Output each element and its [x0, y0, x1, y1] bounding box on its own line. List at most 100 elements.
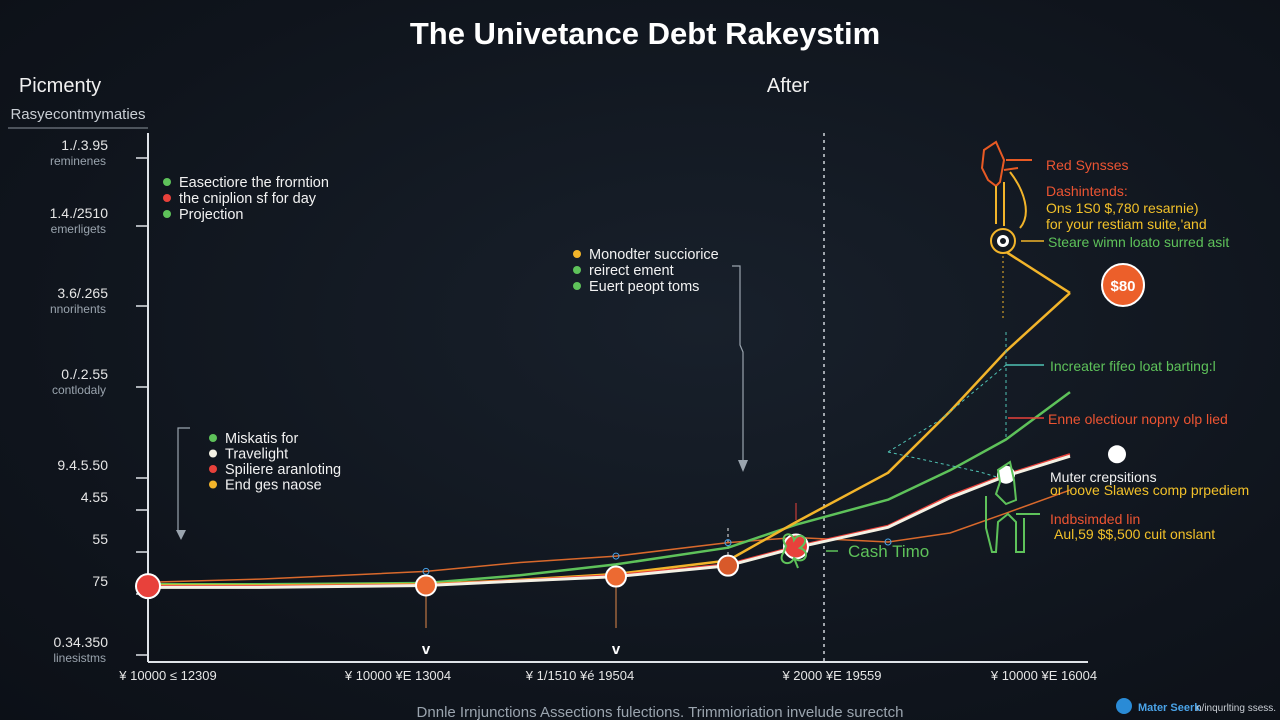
x-tick-label: ¥ 2000 ¥Е 19559 [781, 668, 881, 683]
legend-label: Projection [179, 207, 243, 223]
legend-item: the cniplion sf for day [163, 191, 317, 207]
x-marker: v [422, 641, 431, 658]
legend-swatch [163, 210, 171, 218]
annotation-ons-line: Ons 1S0 $,780 resarnie) [1046, 200, 1199, 216]
data-point [717, 554, 739, 577]
data-point [415, 574, 437, 597]
y-tick: 4.55 [81, 489, 148, 511]
legend-label: Easectiore the frorntion [179, 175, 329, 191]
y-tick-label: 3.6/.265 [57, 285, 108, 301]
x-tick-label: ¥ 1/1510 ¥é 19504 [525, 668, 634, 683]
annotation-cash: Cash Timo [848, 542, 929, 561]
value-badge-label: $80 [1110, 278, 1135, 295]
legend-swatch [573, 266, 581, 274]
annotation-for-your: for your restiam suite,'and [1046, 216, 1207, 232]
annotation-muter: Muter crepsitions [1050, 469, 1157, 485]
data-point [884, 538, 892, 546]
value-badge: $80 [1101, 263, 1145, 307]
watermark-strong: Mater Seerk [1138, 702, 1201, 714]
robot-doodle-icon [980, 140, 1032, 229]
legend-item: Euert peopt toms [573, 279, 699, 295]
legend-item: Miskatis for [209, 431, 298, 447]
chart-title: The Univetance Debt Rakeystim [410, 16, 880, 51]
y-tick-sublabel: reminenes [50, 154, 106, 168]
section-left-label: Picmenty [19, 75, 101, 97]
annotation-steare: Steare wimn loato surred asit [1048, 234, 1229, 250]
legend-label: Spiliere aranloting [225, 462, 341, 478]
x-tick-label: ¥ 10000 ¥Е 16004 [990, 668, 1097, 683]
right-annotations: Red Synsses Dashintends: Ons 1S0 $,780 r… [848, 157, 1249, 561]
legend-label: Miskatis for [225, 431, 298, 447]
watermark-light: n/inqurlting ssess. [1196, 703, 1276, 714]
legend-item: reirect ement [573, 263, 674, 279]
y-tick-label: 0./.2.55 [61, 366, 108, 382]
data-point [724, 539, 732, 547]
legend-swatch [163, 178, 171, 186]
y-tick-label: 75 [92, 573, 108, 589]
legend-item: Monodter succiorice [573, 247, 719, 263]
data-point [1108, 445, 1126, 464]
section-right-label: After [767, 75, 810, 97]
annotation-or-loove: or loove Slawes comp prpediem [1050, 482, 1249, 498]
legend-label: the cniplion sf for day [179, 191, 317, 207]
legend-item: Easectiore the frorntion [163, 175, 329, 191]
legend-label: Monodter succiorice [589, 247, 719, 263]
legend-swatch [209, 434, 217, 442]
legend-label: reirect ement [589, 263, 674, 279]
x-tick-labels: ¥ 10000 ≤ 12309 ¥ 10000 ¥Е 13004 ¥ 1/1510 … [118, 641, 1097, 683]
y-tick-label: 9.4.5.50 [57, 457, 108, 473]
y-tick-sublabel: nnorihents [50, 302, 106, 316]
legend-item: End ges naose [209, 478, 322, 494]
annotation-red-synsses: Red Synsses [1046, 157, 1128, 173]
series-extension [1002, 248, 1071, 294]
legend-label: End ges naose [225, 478, 322, 494]
y-tick-label: 1./.3.95 [61, 137, 108, 153]
y-tick-sublabel: contlodaly [52, 383, 106, 397]
watermark: Mater Seerk n/inqurlting ssess. [1116, 698, 1276, 714]
data-point [422, 567, 430, 575]
y-tick-label: 55 [92, 531, 108, 547]
annotation-connectors [826, 240, 1044, 552]
legend-swatch [573, 250, 581, 258]
data-point [605, 565, 627, 588]
x-tick-label: ¥ 10000 ≤ 12309 [118, 668, 217, 683]
clover-icon [780, 533, 807, 569]
legend-swatch [209, 480, 217, 489]
data-point [997, 465, 1015, 484]
annotation-dashintends: Dashintends: [1046, 183, 1128, 199]
y-tick-sublabel: linesistms [53, 651, 106, 665]
y-tick-label: 0.34.350 [54, 634, 109, 650]
legend-swatch [573, 282, 581, 290]
target-icon [990, 228, 1016, 254]
series-line [147, 489, 1071, 584]
x-tick-label: ¥ 10000 ¥Е 13004 [344, 668, 451, 683]
footer-text: Dnnle Irnjunctions Assections fulections… [417, 704, 904, 720]
y-tick-sublabel: emerligets [51, 222, 106, 236]
legend-item: Spiliere aranloting [209, 462, 341, 478]
y-tick-label: 1.4./2510 [50, 205, 109, 221]
annotation-indbsinded: Indbsimded lin [1050, 511, 1140, 527]
data-point [135, 573, 161, 600]
legend-label: Travelight [225, 447, 288, 463]
legend-item: Projection [163, 207, 243, 223]
y-tick: 55 [92, 531, 148, 553]
legend-swatch [209, 449, 217, 458]
legend-swatch [163, 194, 171, 202]
legend-item: Travelight [209, 447, 288, 463]
x-marker: v [612, 641, 621, 658]
pointer-lines [176, 265, 797, 628]
annotation-aul: Aul,59 $$,500 cuit onslant [1054, 526, 1215, 542]
annotation-enne: Enne olectiour nopny olp lied [1048, 411, 1228, 427]
y-axis-header: Rasyecontmymaties [10, 106, 145, 123]
y-tick-label: 4.55 [81, 489, 108, 505]
data-point [612, 552, 620, 560]
